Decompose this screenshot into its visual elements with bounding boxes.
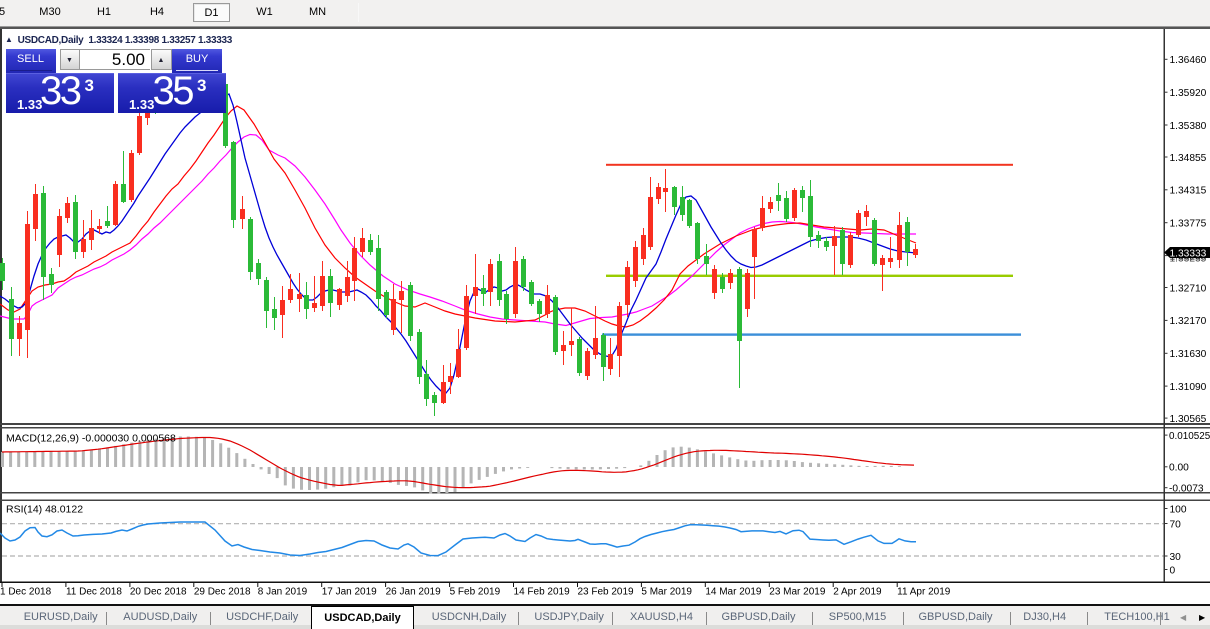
svg-text:14 Mar 2019: 14 Mar 2019	[705, 586, 762, 597]
svg-text:1.30565: 1.30565	[1170, 414, 1207, 425]
svg-text:29 Dec 2018: 29 Dec 2018	[194, 586, 251, 597]
svg-text:30: 30	[1170, 552, 1182, 563]
svg-text:70: 70	[1170, 519, 1182, 530]
svg-text:1.33775: 1.33775	[1170, 219, 1207, 230]
svg-text:11 Apr 2019: 11 Apr 2019	[897, 586, 951, 597]
svg-text:17 Jan 2019: 17 Jan 2019	[322, 586, 377, 597]
svg-text:26 Jan 2019: 26 Jan 2019	[386, 586, 441, 597]
svg-text:0.010525: 0.010525	[1169, 431, 1210, 442]
svg-text:1 Dec 2018: 1 Dec 2018	[0, 586, 52, 597]
svg-text:11 Dec 2018: 11 Dec 2018	[66, 586, 122, 597]
svg-text:1.34855: 1.34855	[1170, 153, 1207, 164]
svg-text:8 Jan 2019: 8 Jan 2019	[258, 586, 308, 597]
svg-text:23 Feb 2019: 23 Feb 2019	[577, 586, 634, 597]
svg-text:1.33235: 1.33235	[1170, 254, 1207, 265]
svg-text:100: 100	[1170, 504, 1187, 515]
svg-text:23 Mar 2019: 23 Mar 2019	[769, 586, 826, 597]
svg-text:2 Apr 2019: 2 Apr 2019	[833, 586, 882, 597]
svg-text:0.00: 0.00	[1169, 463, 1189, 474]
svg-text:1.35920: 1.35920	[1170, 88, 1207, 99]
svg-text:1.32170: 1.32170	[1170, 316, 1207, 327]
svg-text:20 Dec 2018: 20 Dec 2018	[130, 586, 187, 597]
svg-text:RSI(14) 48.0122: RSI(14) 48.0122	[6, 504, 83, 516]
svg-text:1.36460: 1.36460	[1170, 55, 1207, 66]
svg-text:0: 0	[1170, 565, 1176, 576]
svg-text:1.34315: 1.34315	[1170, 186, 1207, 197]
svg-text:1.31630: 1.31630	[1170, 349, 1207, 360]
svg-text:1.32710: 1.32710	[1170, 283, 1207, 294]
svg-text:MACD(12,26,9) -0.000030 0.0005: MACD(12,26,9) -0.000030 0.000568	[6, 433, 176, 445]
svg-text:1.33333: 1.33333	[1170, 248, 1207, 259]
svg-text:1.31090: 1.31090	[1170, 382, 1207, 393]
svg-text:1.35380: 1.35380	[1170, 121, 1207, 132]
svg-text:14 Feb 2019: 14 Feb 2019	[514, 586, 571, 597]
svg-text:5 Mar 2019: 5 Mar 2019	[641, 586, 692, 597]
svg-text:-0.0073: -0.0073	[1169, 484, 1204, 495]
svg-text:5 Feb 2019: 5 Feb 2019	[450, 586, 501, 597]
